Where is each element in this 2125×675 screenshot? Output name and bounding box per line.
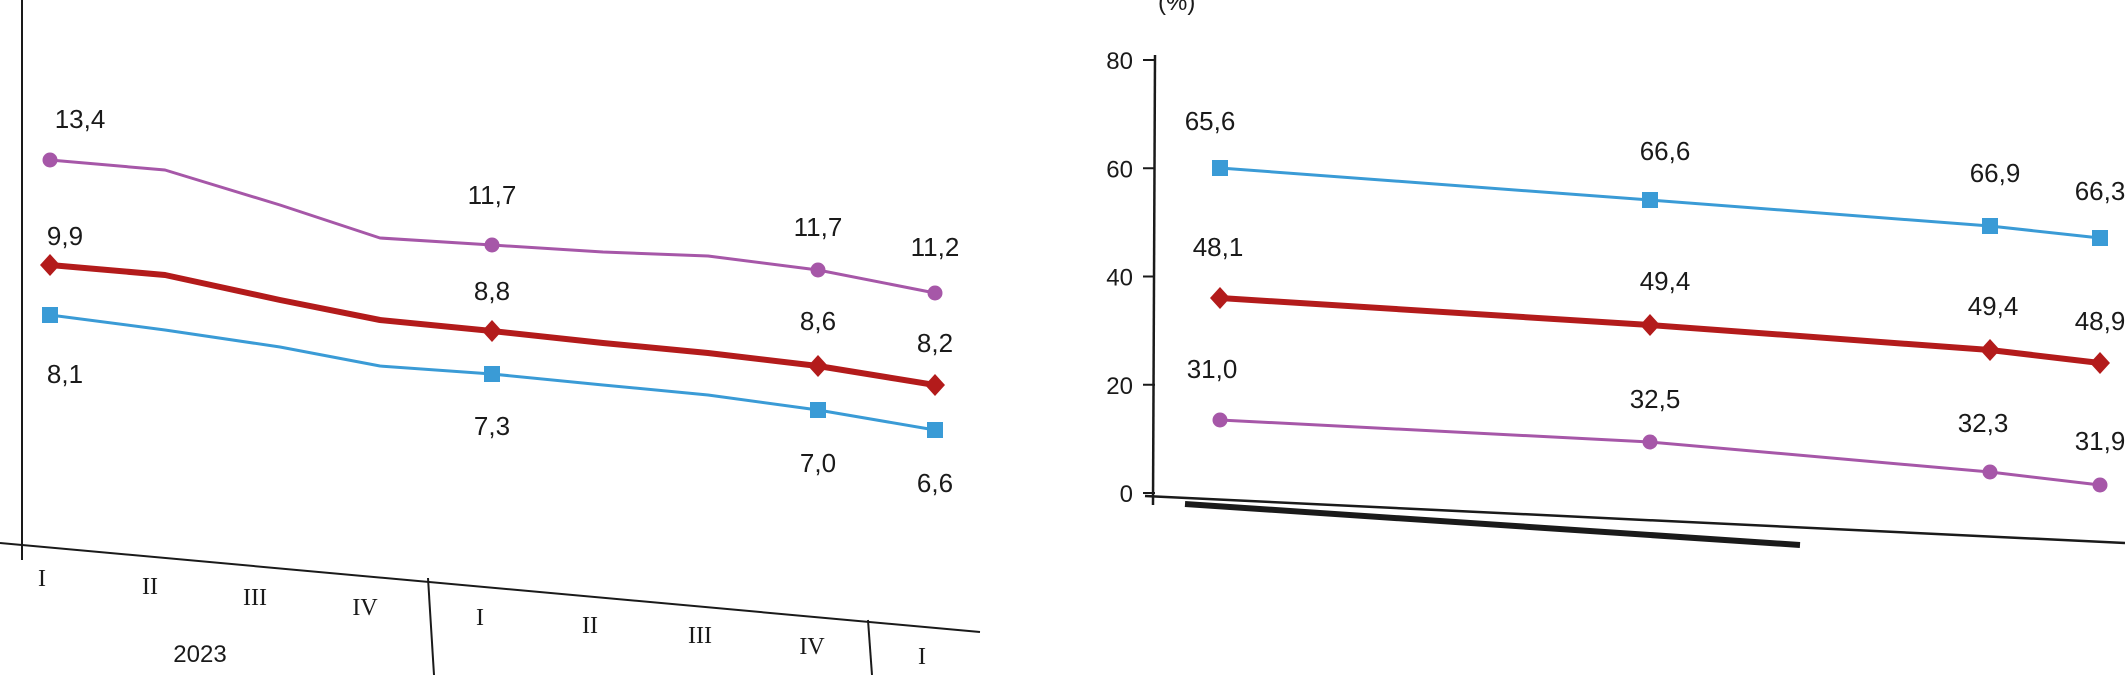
left-series-1-data-label-2: 8,6 [800,306,836,336]
right-series-0-point-2 [1982,218,1998,234]
left-quarter-label-7: IV [799,634,825,660]
left-series-2-point-0 [42,307,58,323]
left-series-2-data-label-3: 6,6 [917,468,953,498]
left-series-1-data-label-1: 8,8 [474,276,510,306]
right-series-0-point-1 [1642,192,1658,208]
right-series-1-point-1 [1640,314,1660,336]
right-ytick-label-3: 60 [1106,156,1133,183]
right-series-2-point-3 [2092,477,2108,493]
right-series-2-data-label-0: 31,0 [1187,354,1238,384]
right-y-unit-label: (%) [1158,0,1195,16]
left-series-1-point-7 [808,355,828,377]
left-series-2-point-7 [810,402,826,418]
left-group-separator-2 [867,619,873,675]
left-quarter-label-3: IV [352,595,378,621]
right-ytick-label-0: 0 [1120,481,1133,508]
right-y-axis [1151,54,1157,506]
left-quarter-label-8: I [918,644,926,670]
right-series-1-data-label-1: 49,4 [1640,266,1691,296]
right-series-1-data-label-2: 49,4 [1968,291,2019,321]
right-x-axis-shadow [1184,501,1801,548]
right-series-0-data-label-3: 66,3 [2075,176,2125,206]
left-series-1-point-4 [482,320,502,342]
right-series-0-data-label-0: 65,6 [1185,106,1236,136]
left-quarter-label-5: II [582,613,598,639]
left-quarter-label-6: III [688,623,712,649]
right-series-1-point-2 [1980,339,2000,361]
right-series-2-point-1 [1642,434,1658,450]
right-series-2-data-label-1: 32,5 [1630,384,1681,414]
right-ytick-label-4: 80 [1106,48,1133,75]
right-ytick-label-2: 40 [1106,265,1133,292]
right-series-1-data-label-0: 48,1 [1193,232,1244,262]
left-chart: 13,4 11,7 11,7 11,2 9,9 8,8 8,6 8,2 8,1 7,3 7,0 6,6… [0,0,981,675]
left-series-1-data-label-3: 8,2 [917,328,953,358]
left-x-axis [0,542,981,633]
left-quarter-label-4: I [476,605,484,631]
left-series-0-point-8 [927,285,943,301]
right-series-2-point-0 [1212,412,1228,428]
right-x-axis [1144,494,2125,545]
left-quarter-label-0: I [38,566,46,592]
right-series-0-point-3 [2092,230,2108,246]
left-group-separator-1 [427,577,435,675]
right-series-0-data-label-1: 66,6 [1640,136,1691,166]
left-series-0-point-7 [810,262,826,278]
right-series-0-point-0 [1212,160,1228,176]
left-series-2-data-label-0: 8,1 [47,359,83,389]
left-series-1-point-0 [40,254,60,276]
right-series-line-2 [1218,418,2102,487]
right-series-line-1 [1217,295,2103,366]
right-series-0-data-label-2: 66,9 [1970,158,2021,188]
left-series-2-point-4 [484,366,500,382]
left-series-1-point-8 [925,374,945,396]
left-series-0-point-0 [42,152,58,168]
left-quarter-label-2: III [243,585,267,611]
right-chart: 0 20 40 60 80 (%) 65,6 66,6 66,9 66,3 48,1 49,4 49,4… [1106,0,2125,548]
left-series-0-data-label-3: 11,2 [911,232,960,262]
right-series-1-point-0 [1210,287,1230,309]
right-series-1-data-label-3: 48,9 [2075,306,2125,336]
left-quarter-label-1: II [142,574,158,600]
left-series-1-data-label-0: 9,9 [47,221,83,251]
left-series-0-data-label-2: 11,7 [794,212,843,242]
left-series-0-data-label-1: 11,7 [468,180,517,210]
right-series-1-point-3 [2090,352,2110,374]
right-ytick-label-1: 20 [1106,373,1133,400]
right-series-2-data-label-3: 31,9 [2075,426,2125,456]
left-series-2-data-label-2: 7,0 [800,448,836,478]
right-series-2-data-label-2: 32,3 [1958,408,2009,438]
left-series-0-data-label-0: 13,4 [55,104,106,134]
left-series-2-data-label-1: 7,3 [474,411,510,441]
left-series-0-point-4 [484,237,500,253]
right-series-line-0 [1218,166,2102,240]
left-series-2-point-8 [927,422,943,438]
right-series-2-point-2 [1982,464,1998,480]
left-year-label-0: 2023 [173,641,226,668]
